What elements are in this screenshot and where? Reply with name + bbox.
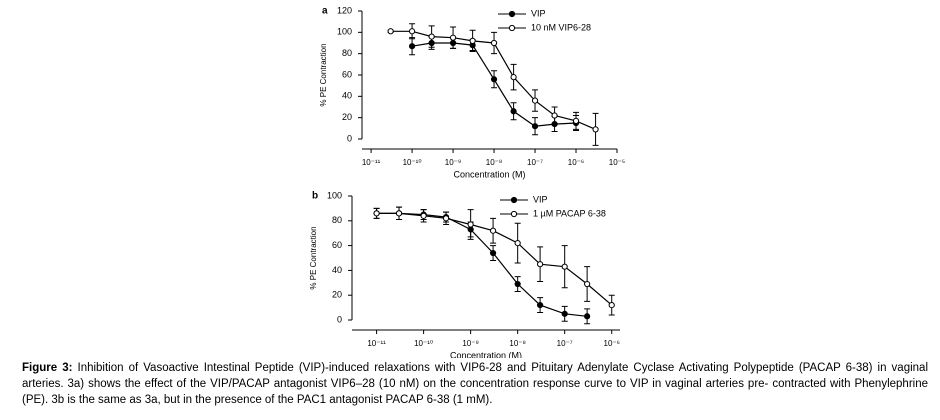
x-tick-label: 10⁻⁶ — [568, 158, 584, 167]
y-tick-label: 60 — [332, 240, 342, 250]
y-tick-label: 60 — [342, 69, 352, 79]
data-point — [514, 240, 521, 247]
data-point — [489, 249, 497, 257]
y-tick-label: 100 — [327, 190, 342, 200]
data-point — [490, 76, 498, 83]
data-point — [395, 210, 403, 217]
x-tick-label: 10⁻⁷ — [557, 339, 573, 348]
data-point — [442, 215, 450, 222]
y-tick-label: 20 — [342, 112, 352, 122]
data-point — [514, 280, 521, 288]
x-tick-label: 10⁻¹⁰ — [414, 339, 433, 348]
x-tick-label: 10⁻¹¹ — [367, 339, 386, 348]
data-point — [584, 313, 591, 320]
data-point — [469, 37, 476, 44]
x-tick-label: 10⁻⁸ — [509, 339, 526, 348]
data-point — [387, 28, 394, 35]
data-point — [428, 33, 435, 40]
y-tick-label: 120 — [337, 5, 352, 15]
data-point — [584, 280, 591, 288]
data-point — [420, 212, 427, 219]
figure: a 0 20 40 60 80 100 120 10⁻¹¹ 10⁻¹⁰ 10⁻⁹ 10⁻⁸ 10⁻⁷ 10… — [309, 5, 625, 358]
data-point — [572, 117, 580, 124]
series-line — [376, 212, 588, 317]
x-tick-label: 10⁻¹¹ — [362, 158, 381, 167]
data-point — [551, 112, 558, 119]
data-point — [373, 210, 380, 217]
panel-label: a — [322, 6, 328, 17]
series-line — [376, 212, 613, 306]
data-point — [592, 126, 599, 133]
legend-marker — [508, 24, 516, 32]
y-axis-title: % PE Contraction — [309, 226, 318, 289]
legend-label: 1 µM PACAP 6-38 — [533, 208, 606, 218]
y-tick-label: 80 — [332, 215, 342, 225]
x-tick-label: 10⁻¹⁰ — [403, 158, 422, 167]
data-point — [490, 39, 498, 47]
panel-label: b — [312, 191, 318, 202]
legend-label: 10 nM VIP6-28 — [531, 22, 591, 32]
data-point — [467, 221, 474, 228]
data-point — [510, 108, 517, 115]
data-point — [537, 261, 544, 268]
data-point — [561, 263, 568, 270]
y-tick-label: 0 — [337, 314, 342, 324]
x-tick-label: 10⁻⁷ — [527, 158, 543, 167]
legend-label: VIP — [533, 194, 548, 204]
y-axis-title: % PE Contraction — [319, 43, 328, 106]
caption-label: Figure 3: — [22, 362, 73, 374]
data-point — [531, 123, 539, 130]
x-tick-label: 10⁻⁹ — [445, 158, 462, 167]
x-axis-title: Concentration (M) — [453, 169, 525, 179]
data-point — [561, 310, 568, 317]
data-point — [408, 28, 416, 35]
data-point — [510, 74, 517, 81]
y-tick-label: 40 — [332, 265, 342, 275]
caption-text: Inhibition of Vasoactive Intestinal Pept… — [22, 362, 928, 406]
data-point — [489, 227, 497, 234]
y-tick-label: 40 — [342, 91, 352, 101]
y-tick-label: 20 — [332, 290, 342, 300]
legend-marker — [508, 10, 516, 18]
x-tick-label: 10⁻⁹ — [462, 339, 479, 348]
data-point — [531, 97, 539, 104]
legend-marker — [510, 196, 518, 204]
legend-marker — [510, 210, 518, 218]
data-point — [408, 43, 416, 50]
y-tick-label: 0 — [347, 133, 352, 143]
caption: Figure 3: Inhibition of Vasoactive Intes… — [22, 360, 928, 408]
data-point — [449, 34, 457, 41]
legend-label: VIP — [531, 8, 546, 18]
data-point — [537, 302, 544, 309]
data-point — [608, 302, 615, 309]
x-tick-label: 10⁻⁶ — [604, 339, 620, 348]
x-tick-label: 10⁻⁵ — [609, 158, 625, 167]
y-tick-label: 100 — [337, 27, 352, 37]
y-tick-label: 80 — [342, 48, 352, 58]
x-axis-title: Concentration (M) — [450, 350, 522, 358]
x-tick-label: 10⁻⁸ — [486, 158, 503, 167]
